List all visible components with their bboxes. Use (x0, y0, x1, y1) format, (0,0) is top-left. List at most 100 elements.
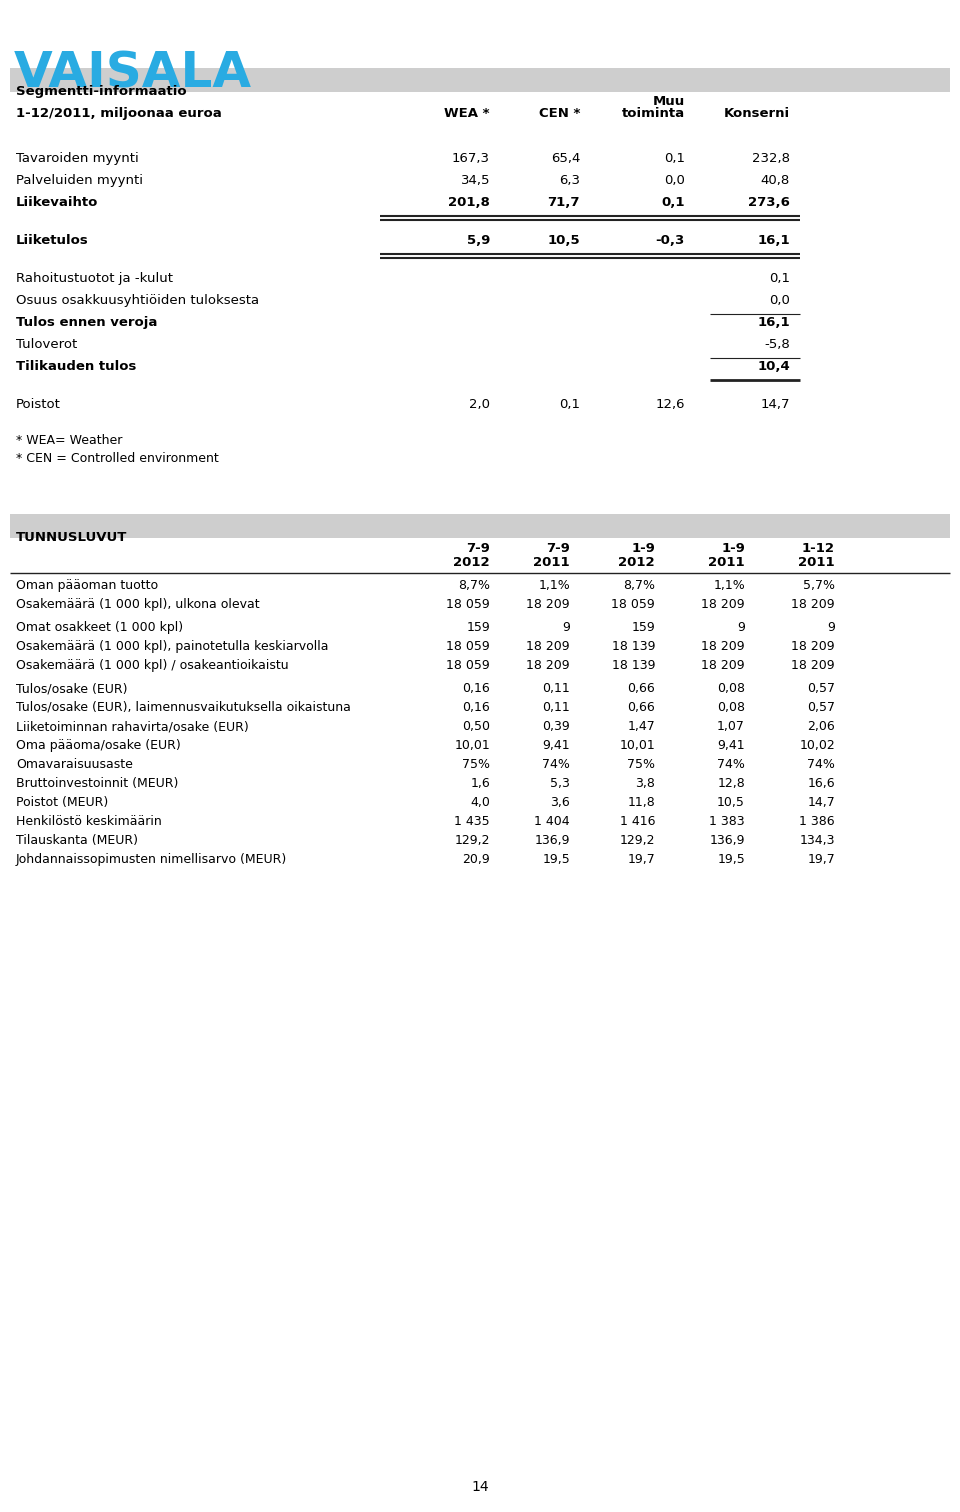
Text: 5,9: 5,9 (467, 234, 490, 246)
Text: 1,6: 1,6 (470, 777, 490, 789)
Text: 14,7: 14,7 (760, 398, 790, 411)
Text: 232,8: 232,8 (752, 153, 790, 165)
Bar (10, 68, 950, 92)
Text: 9: 9 (737, 621, 745, 634)
Text: 8,7%: 8,7% (623, 579, 655, 593)
Text: 273,6: 273,6 (748, 197, 790, 209)
Text: 1-9: 1-9 (631, 541, 655, 555)
Text: 1-12: 1-12 (802, 541, 835, 555)
Text: 0,1: 0,1 (664, 153, 685, 165)
Text: Oma pääoma/osake (EUR): Oma pääoma/osake (EUR) (16, 739, 180, 751)
Text: Palveluiden myynti: Palveluiden myynti (16, 174, 143, 187)
Text: 0,39: 0,39 (542, 720, 570, 733)
Text: Liiketoiminnan rahavirta/osake (EUR): Liiketoiminnan rahavirta/osake (EUR) (16, 720, 249, 733)
Text: 18 139: 18 139 (612, 640, 655, 653)
Text: 2012: 2012 (618, 556, 655, 569)
Text: Oman pääoman tuotto: Oman pääoman tuotto (16, 579, 158, 593)
Text: 0,0: 0,0 (664, 174, 685, 187)
Text: 16,6: 16,6 (807, 777, 835, 789)
Text: Johdannaissopimusten nimellisarvo (MEUR): Johdannaissopimusten nimellisarvo (MEUR) (16, 853, 287, 866)
Text: 136,9: 136,9 (709, 835, 745, 847)
Text: 18 209: 18 209 (702, 659, 745, 671)
Text: -0,3: -0,3 (656, 234, 685, 246)
Text: 1 435: 1 435 (454, 815, 490, 829)
Text: 9,41: 9,41 (717, 739, 745, 751)
Text: VAISALA: VAISALA (14, 50, 252, 98)
Text: 9: 9 (828, 621, 835, 634)
Text: 129,2: 129,2 (619, 835, 655, 847)
Text: 1 416: 1 416 (619, 815, 655, 829)
Text: 18 209: 18 209 (791, 640, 835, 653)
Text: Osakemäärä (1 000 kpl) / osakeantioikaistu: Osakemäärä (1 000 kpl) / osakeantioikais… (16, 659, 289, 671)
Text: Tilikauden tulos: Tilikauden tulos (16, 360, 136, 373)
Text: * WEA= Weather: * WEA= Weather (16, 434, 122, 448)
Text: Tulos ennen veroja: Tulos ennen veroja (16, 316, 157, 330)
Text: Poistot (MEUR): Poistot (MEUR) (16, 795, 108, 809)
Text: 0,08: 0,08 (717, 682, 745, 696)
Text: 18 209: 18 209 (702, 599, 745, 611)
Text: Tilauskanta (MEUR): Tilauskanta (MEUR) (16, 835, 138, 847)
Text: 10,4: 10,4 (757, 360, 790, 373)
Text: 71,7: 71,7 (547, 197, 580, 209)
Text: 134,3: 134,3 (800, 835, 835, 847)
Text: 12,6: 12,6 (656, 398, 685, 411)
Text: 0,0: 0,0 (769, 293, 790, 307)
Text: 18 059: 18 059 (446, 640, 490, 653)
Text: 1-9: 1-9 (721, 541, 745, 555)
Text: Omat osakkeet (1 000 kpl): Omat osakkeet (1 000 kpl) (16, 621, 183, 634)
Text: Liikevaihto: Liikevaihto (16, 197, 98, 209)
Text: 18 059: 18 059 (446, 599, 490, 611)
Text: 74%: 74% (717, 758, 745, 771)
Text: 7-9: 7-9 (546, 541, 570, 555)
Text: 19,7: 19,7 (627, 853, 655, 866)
Text: 12,8: 12,8 (717, 777, 745, 789)
Text: * CEN = Controlled environment: * CEN = Controlled environment (16, 452, 219, 466)
Text: Tavaroiden myynti: Tavaroiden myynti (16, 153, 139, 165)
Text: 5,3: 5,3 (550, 777, 570, 789)
Text: 75%: 75% (627, 758, 655, 771)
Text: 6,3: 6,3 (559, 174, 580, 187)
Text: 65,4: 65,4 (551, 153, 580, 165)
Text: 3,6: 3,6 (550, 795, 570, 809)
Text: 18 059: 18 059 (612, 599, 655, 611)
Text: 201,8: 201,8 (448, 197, 490, 209)
Text: 0,11: 0,11 (542, 682, 570, 696)
Text: 18 209: 18 209 (791, 599, 835, 611)
Text: 19,7: 19,7 (807, 853, 835, 866)
Text: 18 209: 18 209 (526, 599, 570, 611)
Text: 18 209: 18 209 (791, 659, 835, 671)
Text: 9,41: 9,41 (542, 739, 570, 751)
Text: TUNNUSLUVUT: TUNNUSLUVUT (16, 531, 128, 544)
Text: Tulos/osake (EUR): Tulos/osake (EUR) (16, 682, 128, 696)
Text: Rahoitustuotot ja -kulut: Rahoitustuotot ja -kulut (16, 272, 173, 284)
Text: 18 139: 18 139 (612, 659, 655, 671)
Text: 0,1: 0,1 (769, 272, 790, 284)
Text: Henkilöstö keskimäärin: Henkilöstö keskimäärin (16, 815, 161, 829)
Text: 14,7: 14,7 (807, 795, 835, 809)
Text: 16,1: 16,1 (757, 316, 790, 330)
Text: Tulos/osake (EUR), laimennusvaikutuksella oikaistuna: Tulos/osake (EUR), laimennusvaikutuksell… (16, 702, 350, 714)
Text: 1 404: 1 404 (535, 815, 570, 829)
Text: 0,16: 0,16 (463, 702, 490, 714)
Text: Poistot: Poistot (16, 398, 60, 411)
Text: 40,8: 40,8 (760, 174, 790, 187)
Text: 19,5: 19,5 (542, 853, 570, 866)
Text: 18 209: 18 209 (702, 640, 745, 653)
Text: 159: 159 (632, 621, 655, 634)
Text: 10,01: 10,01 (454, 739, 490, 751)
Text: 167,3: 167,3 (452, 153, 490, 165)
Text: 1 386: 1 386 (800, 815, 835, 829)
Text: -5,8: -5,8 (764, 339, 790, 351)
Text: 2,0: 2,0 (469, 398, 490, 411)
Text: Osakemäärä (1 000 kpl), ulkona olevat: Osakemäärä (1 000 kpl), ulkona olevat (16, 599, 259, 611)
Text: 10,01: 10,01 (619, 739, 655, 751)
Text: 1,47: 1,47 (627, 720, 655, 733)
Text: Omavaraisuusaste: Omavaraisuusaste (16, 758, 132, 771)
Text: 2011: 2011 (534, 556, 570, 569)
Text: Osuus osakkuusyhtiöiden tuloksesta: Osuus osakkuusyhtiöiden tuloksesta (16, 293, 259, 307)
Text: 18 209: 18 209 (526, 659, 570, 671)
Text: 10,02: 10,02 (800, 739, 835, 751)
Text: 75%: 75% (462, 758, 490, 771)
Text: 129,2: 129,2 (454, 835, 490, 847)
Text: Liiketulos: Liiketulos (16, 234, 88, 246)
